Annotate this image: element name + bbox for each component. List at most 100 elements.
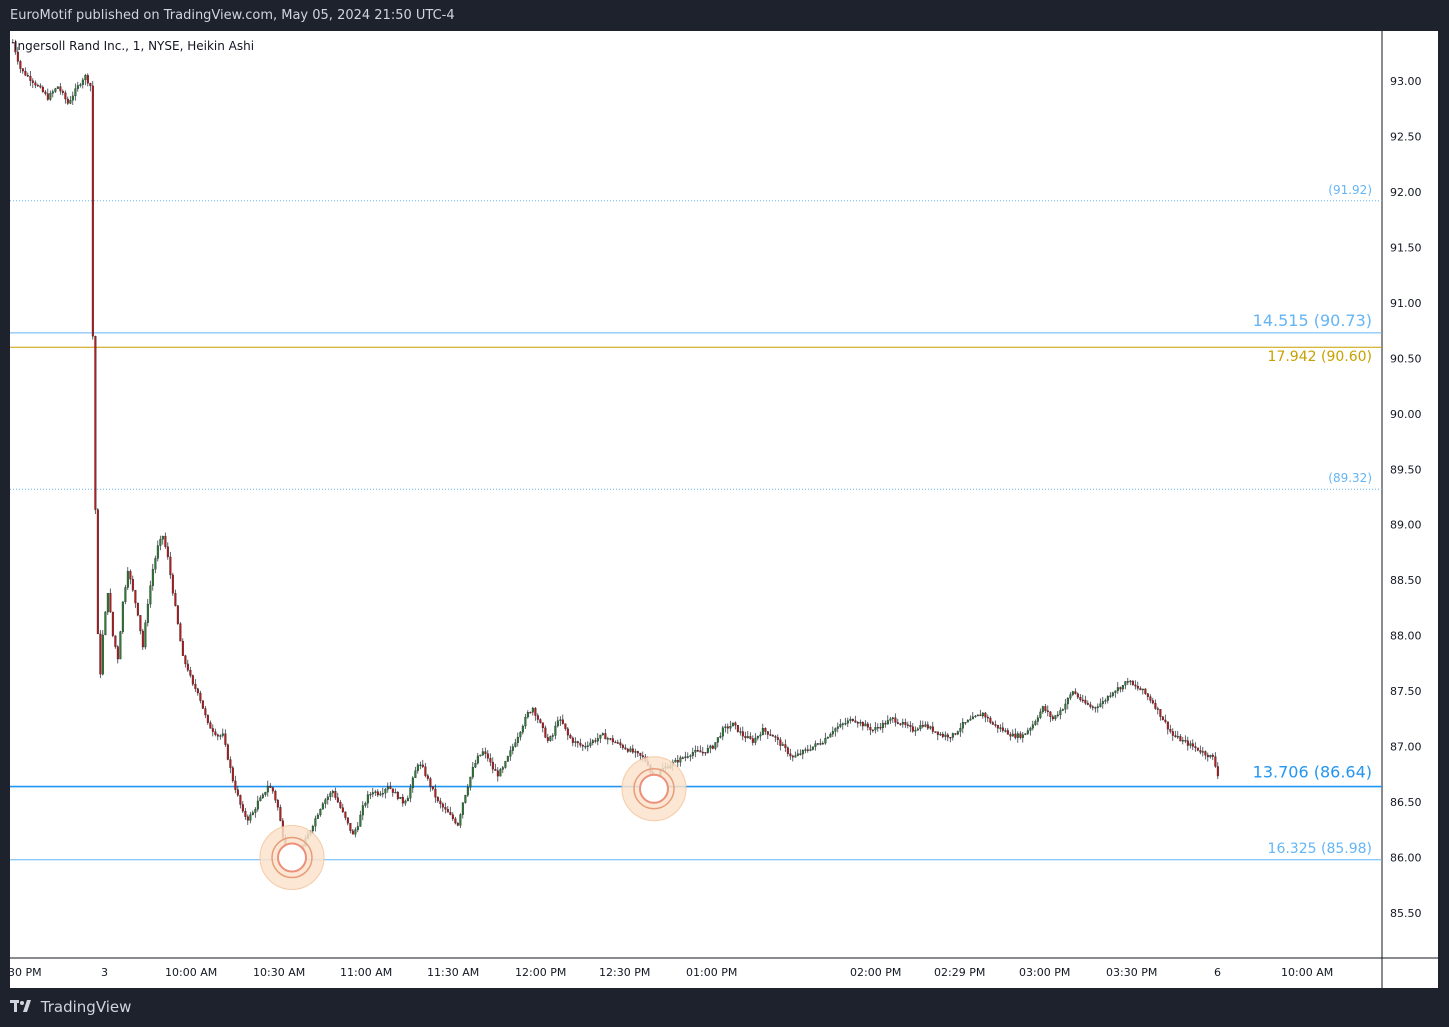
candle-body xyxy=(859,722,862,724)
candle-body xyxy=(46,93,49,100)
candle-body xyxy=(91,85,94,337)
candle-body xyxy=(406,798,409,802)
candle-body xyxy=(344,811,347,818)
candle-body xyxy=(986,716,989,719)
candle-body xyxy=(331,790,334,794)
candle-body xyxy=(1091,706,1094,708)
candle-body xyxy=(981,712,984,717)
candle-body xyxy=(866,723,869,728)
candle-body xyxy=(1126,681,1129,683)
candle-body xyxy=(509,750,512,757)
candle-body xyxy=(181,640,184,656)
candle-body xyxy=(104,611,107,636)
candle-body xyxy=(1129,680,1132,683)
candle-body xyxy=(786,747,789,754)
candle-body xyxy=(111,611,114,636)
candle-body xyxy=(1046,710,1049,713)
candlestick-chart[interactable]: 93.00 92.50 92.00 91.50 91.00 90.50 90.00 89.50… xyxy=(10,31,1438,988)
candle-body xyxy=(721,727,724,737)
candle-body xyxy=(1011,733,1014,737)
candle-body xyxy=(14,42,17,53)
candle-body xyxy=(21,68,24,72)
candle-body xyxy=(1084,699,1087,704)
price-tick-label: 92.50 xyxy=(1390,130,1422,143)
candle-body xyxy=(149,585,152,605)
candle-body xyxy=(539,719,542,723)
candle-body xyxy=(759,734,762,737)
candle-body xyxy=(439,800,442,805)
chart-frame[interactable]: 93.00 92.50 92.00 91.50 91.00 90.50 90.00 89.50… xyxy=(10,31,1438,988)
candle-body xyxy=(811,746,814,750)
candle-body xyxy=(506,756,509,762)
marker-inner-ring xyxy=(639,773,669,804)
candle-body xyxy=(369,793,372,796)
candle-body xyxy=(999,727,1002,729)
candle-body xyxy=(494,769,497,771)
candle-body xyxy=(831,731,834,735)
candle-body xyxy=(1164,719,1167,722)
candle-body xyxy=(444,807,447,810)
candle-body xyxy=(819,743,822,745)
candle-body xyxy=(139,615,142,632)
candle-body xyxy=(1161,716,1164,721)
candle-body xyxy=(89,83,92,87)
candle-body xyxy=(126,571,129,588)
candle-body xyxy=(904,722,907,725)
candle-body xyxy=(81,79,84,85)
candle-body xyxy=(1079,697,1082,701)
candle-body xyxy=(466,787,469,796)
candle-body xyxy=(1044,706,1047,711)
candle-body xyxy=(861,722,864,727)
candle-body xyxy=(754,737,757,743)
candle-body xyxy=(324,799,327,804)
candle-body xyxy=(1196,747,1199,751)
candle-body xyxy=(531,708,534,713)
price-level-label: (89.32) xyxy=(1328,471,1372,485)
price-tick-label: 87.00 xyxy=(1390,741,1422,754)
candle-body xyxy=(156,545,159,559)
candle-body xyxy=(339,802,342,808)
candle-body xyxy=(454,818,457,824)
candle-body xyxy=(261,794,264,798)
time-tick-label: 12:30 PM xyxy=(599,966,650,979)
candle-body xyxy=(64,92,67,100)
candle-body xyxy=(594,740,597,742)
candle-body xyxy=(954,733,957,735)
footer-brand[interactable]: TradingView xyxy=(10,990,310,1024)
candle-body xyxy=(434,788,437,798)
candle-body xyxy=(631,748,634,753)
candle-body xyxy=(1191,743,1194,747)
time-tick-label: 30 PM xyxy=(10,966,42,979)
price-level-label: 16.325 (85.98) xyxy=(1268,841,1372,857)
time-tick-label: 10:00 AM xyxy=(1281,966,1333,979)
candle-body xyxy=(441,803,444,808)
candle-body xyxy=(26,75,29,77)
candle-body xyxy=(381,793,384,795)
candle-body xyxy=(554,725,557,736)
candle-body xyxy=(951,733,954,738)
candle-body xyxy=(534,708,537,716)
candle-body xyxy=(436,797,439,802)
candle-body xyxy=(459,814,462,826)
price-tick-label: 87.50 xyxy=(1390,685,1422,698)
candle-body xyxy=(934,731,937,733)
candle-body xyxy=(674,760,677,763)
candle-body xyxy=(1141,688,1144,691)
candle-body xyxy=(1074,691,1077,694)
candle-body xyxy=(806,749,809,751)
candle-body xyxy=(974,715,977,718)
marker-mid-ring xyxy=(271,836,313,879)
candle-body xyxy=(116,646,119,660)
candle-body xyxy=(751,738,754,743)
candle-body xyxy=(984,712,987,718)
candle-body xyxy=(416,764,419,771)
candle-body xyxy=(814,743,817,747)
candle-body xyxy=(636,751,639,754)
candle-body xyxy=(214,731,217,735)
candle-body xyxy=(829,733,832,738)
candle-body xyxy=(1109,695,1112,697)
candle-body xyxy=(159,539,162,546)
candle-body xyxy=(851,718,854,721)
candle-body xyxy=(1179,736,1182,742)
candle-body xyxy=(1096,706,1099,708)
